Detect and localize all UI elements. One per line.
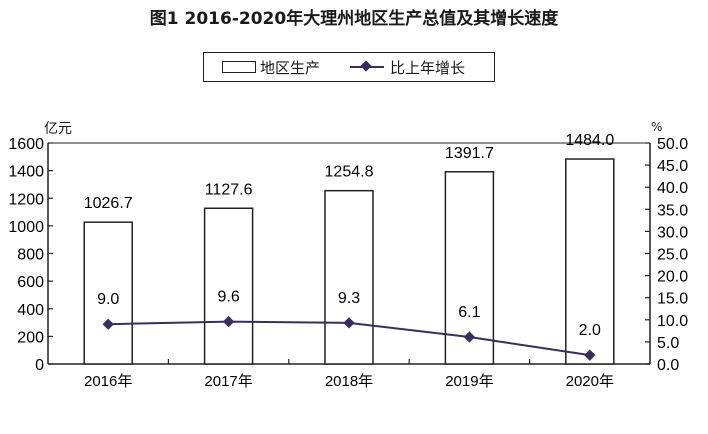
left-tick-label: 1400 [8, 164, 44, 181]
gdp-bar-label: 1026.7 [84, 195, 133, 212]
growth-label: 9.0 [97, 291, 119, 308]
left-tick-label: 600 [17, 274, 44, 291]
legend: 地区生产 比上年增长 [203, 52, 495, 82]
x-category-label: 2017年 [204, 373, 252, 390]
right-tick-label: 0.0 [657, 357, 679, 374]
diamond-marker-icon [584, 349, 596, 361]
growth-label: 9.6 [217, 289, 239, 306]
legend-item-growth: 比上年增长 [320, 57, 465, 78]
diamond-marker-icon [222, 315, 235, 328]
left-tick-label: 200 [17, 329, 44, 346]
gdp-bar-label: 1127.6 [205, 181, 253, 198]
right-tick-label: 10.0 [657, 313, 688, 330]
legend-label-gdp: 地区生产 [260, 58, 321, 77]
right-axis-unit: % [651, 120, 663, 134]
x-category-label: 2019年 [445, 373, 493, 390]
chart-title: 图1 2016-2020年大理州地区生产总值及其增长速度 [149, 9, 559, 29]
gdp-bar-label: 1391.7 [445, 145, 494, 162]
gdp-bar [565, 158, 615, 365]
diamond-marker-icon [343, 317, 355, 329]
gdp-bar-label: 1254.8 [325, 164, 374, 181]
legend-item-gdp: 地区生产 [204, 57, 320, 78]
left-tick-label: 800 [17, 247, 44, 264]
growth-label: 6.1 [458, 304, 480, 321]
right-tick-label: 5.0 [657, 335, 679, 352]
gdp-bar [324, 189, 374, 365]
right-tick-label: 15.0 [657, 291, 688, 308]
right-tick-label: 25.0 [657, 247, 688, 264]
right-tick-label: 45.0 [657, 158, 688, 175]
left-tick-label: 1200 [8, 191, 44, 208]
right-tick-label: 20.0 [657, 269, 688, 286]
gdp-bar [83, 221, 133, 365]
right-tick-label: 50.0 [657, 136, 688, 153]
x-category-label: 2016年 [84, 373, 132, 390]
gdp-bar [203, 207, 254, 365]
right-tick-label: 35.0 [657, 202, 688, 219]
left-axis-unit: 亿元 [44, 121, 72, 137]
left-tick-label: 1000 [8, 219, 44, 236]
growth-label: 9.3 [338, 290, 360, 307]
x-category-label: 2020年 [566, 373, 614, 390]
diamond-marker-icon [463, 331, 476, 343]
growth-label: 2.0 [579, 322, 601, 339]
bar-swatch-icon [222, 61, 256, 73]
right-tick-label: 40.0 [657, 180, 688, 197]
left-tick-label: 0 [35, 357, 44, 374]
right-tick-label: 30.0 [657, 224, 688, 241]
line-diamond-swatch-icon [350, 61, 385, 73]
x-category-label: 2018年 [325, 373, 373, 390]
left-tick-label: 400 [17, 302, 44, 319]
left-tick-label: 1600 [8, 136, 44, 153]
gdp-bar-label: 1484.0 [565, 132, 614, 149]
legend-label-growth: 比上年增长 [390, 58, 466, 77]
